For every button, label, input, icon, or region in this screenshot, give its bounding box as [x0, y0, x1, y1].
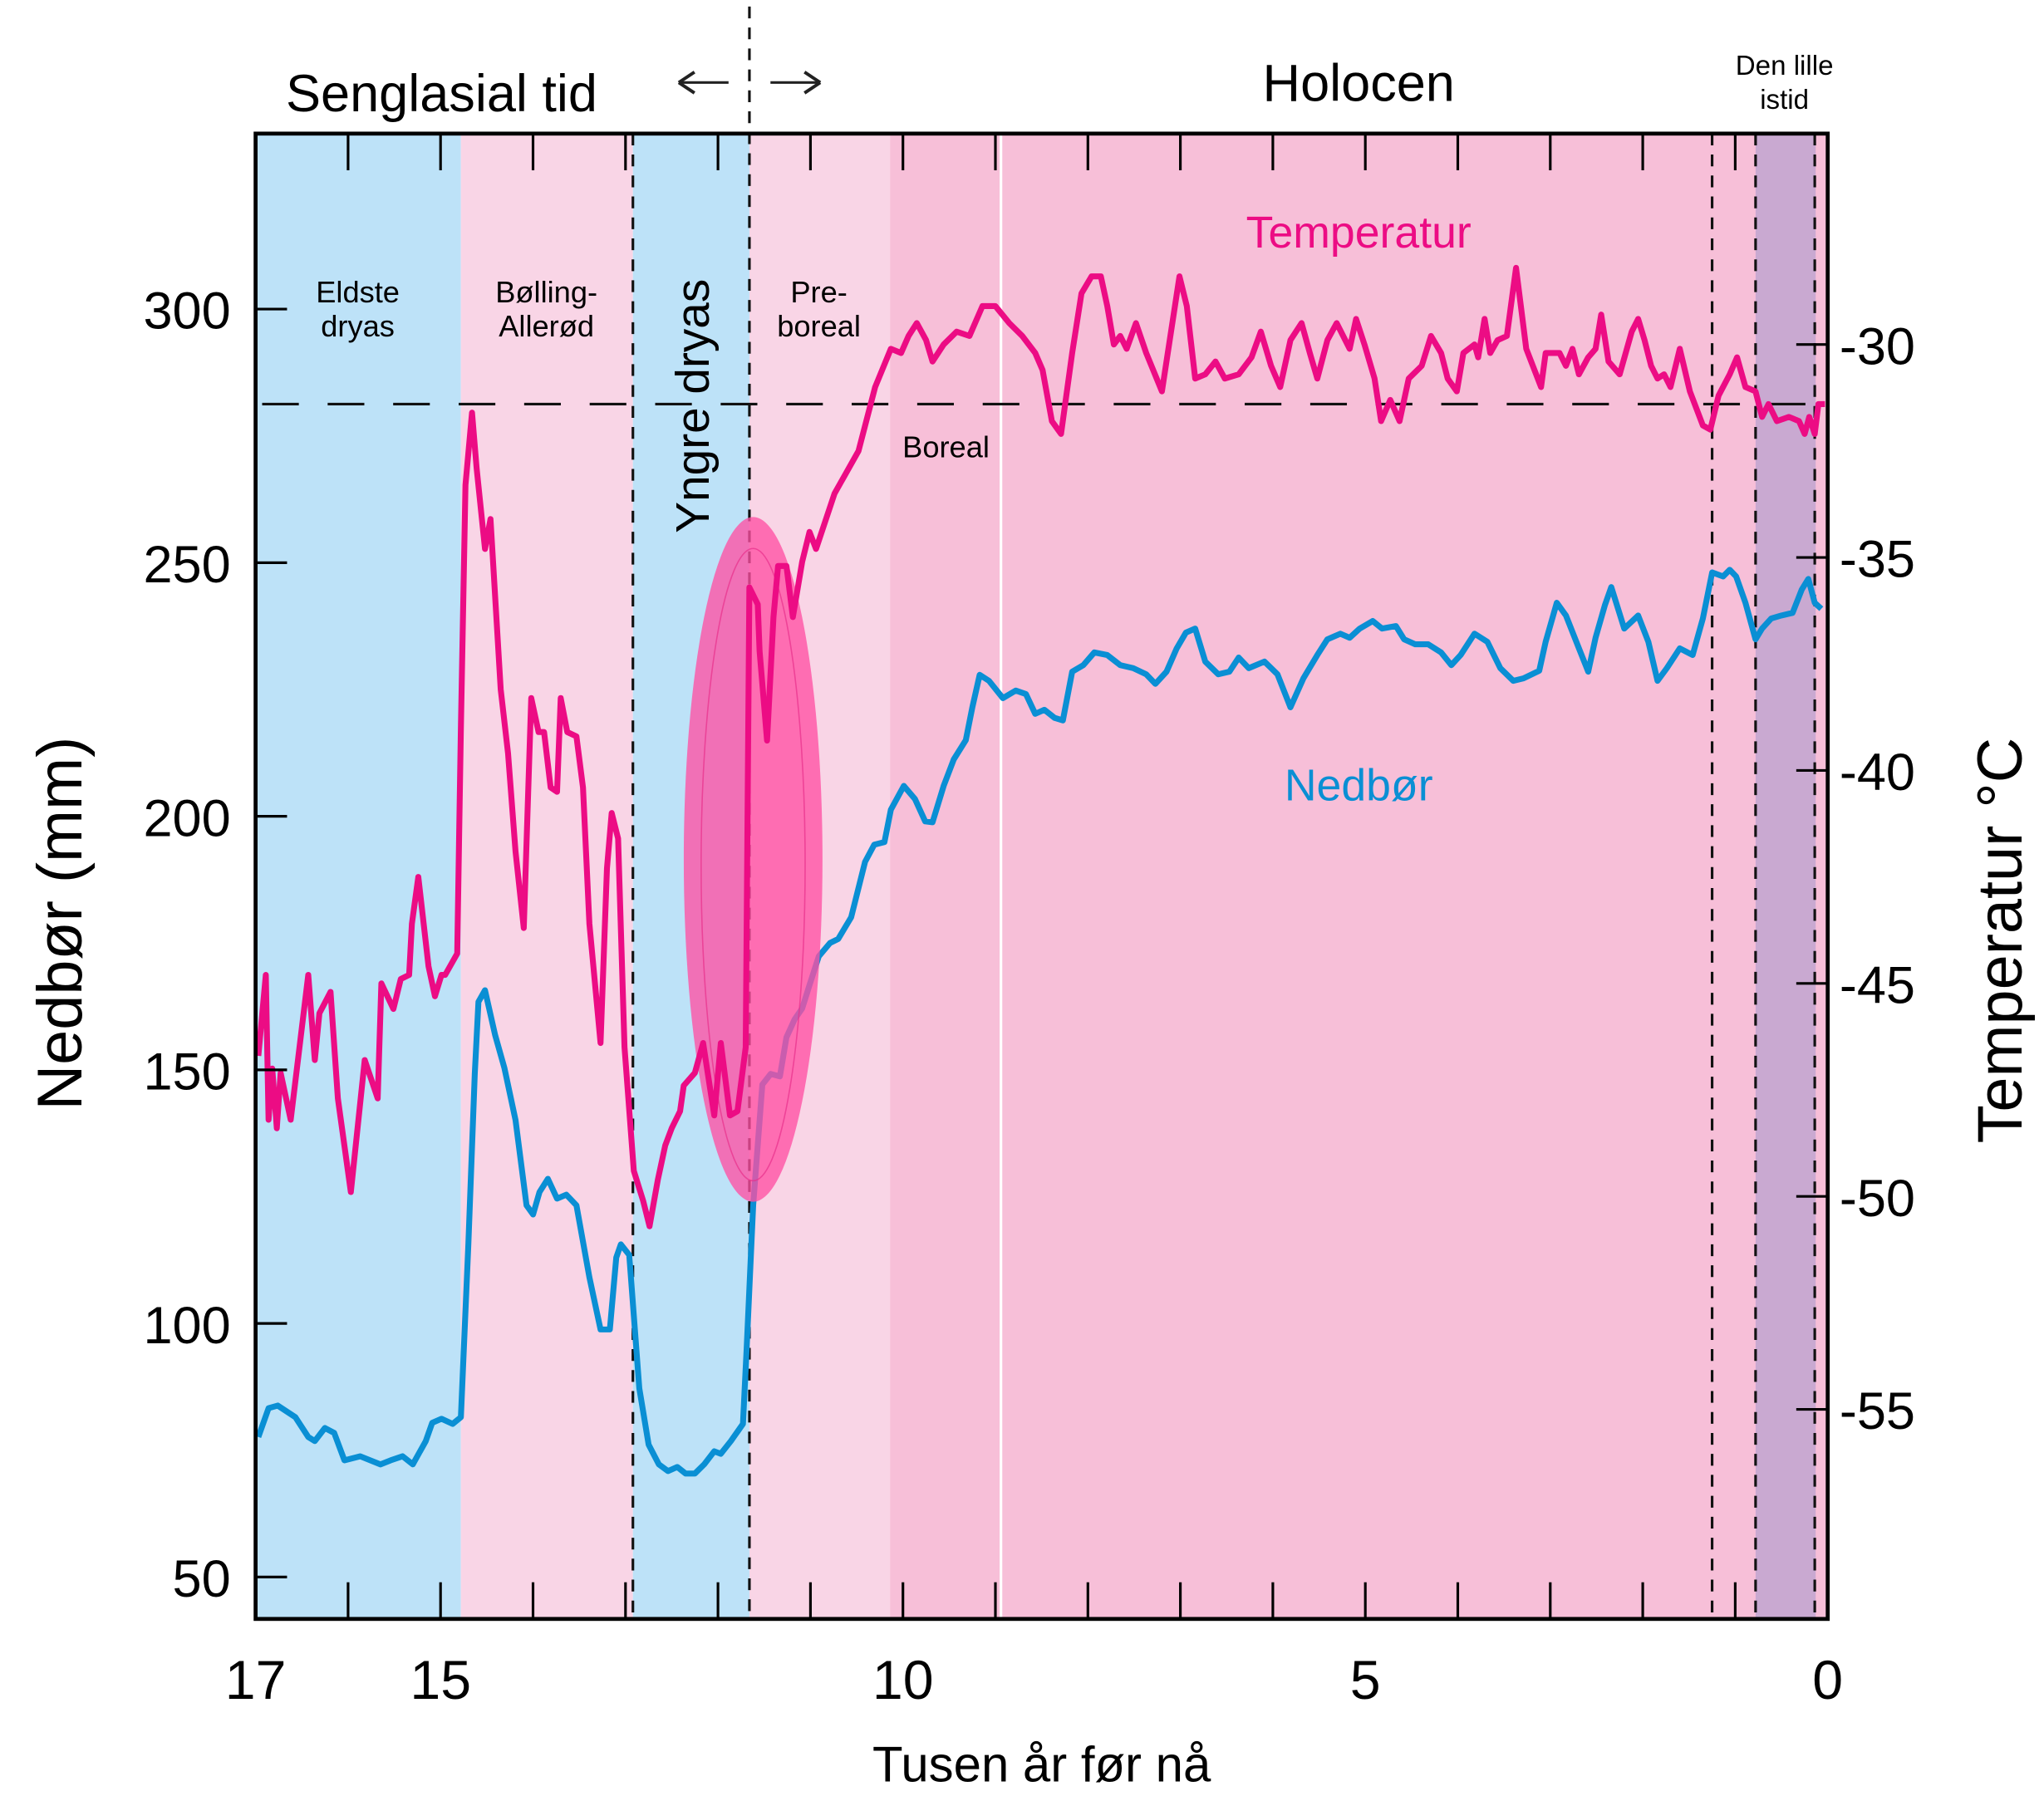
zone-band: [1755, 133, 1816, 1619]
y-tick-label-left: 300: [143, 282, 230, 341]
zone-band: [890, 133, 1828, 1619]
axis-ticks: 17 15 10 5 050100150200250300-30-35-40-45-50…: [143, 133, 1915, 1711]
period-label-holocen: Holocen: [1263, 54, 1455, 112]
series-line-right: [255, 264, 1825, 1229]
x-tick-label: 10: [872, 1650, 934, 1711]
y-tick-label-right: -50: [1840, 1170, 1915, 1228]
period-label-senglasial: Senglasial tid: [286, 65, 597, 123]
zone-bands: [255, 133, 1828, 1619]
x-tick-label: 0: [1812, 1650, 1843, 1711]
y-tick-label-right: -55: [1840, 1382, 1915, 1440]
y-axis-title-right: Temperatur °C: [1965, 738, 2036, 1144]
arrow-left-icon: [677, 71, 729, 95]
zone-label-eldste-dryas-2: dryas: [321, 309, 395, 343]
x-axis-title: Tusen år før nå: [872, 1736, 1211, 1792]
highlight-ellipse-group: [683, 517, 823, 1202]
plot-frame: [253, 131, 1830, 1622]
period-label-lia-line1: Den lille: [1736, 51, 1834, 81]
precipitation-series: [255, 567, 1824, 1477]
zone-label-bolling-2: Allerød: [499, 309, 594, 343]
highlight-ellipse: [683, 517, 823, 1202]
y-tick-label-left: 50: [173, 1550, 231, 1608]
highlight-ellipse-inner: [700, 547, 806, 1182]
series-label-nedbor: Nedbør: [1285, 760, 1433, 810]
zone-label-preboreal-2: boreal: [777, 309, 861, 343]
period-label-lia-line2: istid: [1760, 85, 1809, 115]
zone-band: [255, 133, 461, 1619]
zone-label-eldste-dryas-1: Eldste: [316, 275, 400, 309]
x-tick-label: 15: [410, 1650, 471, 1711]
y-axis-title-left: Nedbør (mm): [25, 737, 96, 1111]
series-line-left: [255, 567, 1824, 1477]
zone-label-yngre-dryas: Yngre dryas: [667, 279, 720, 533]
y-tick-label-left: 200: [143, 789, 230, 847]
y-tick-label-left: 150: [143, 1043, 230, 1102]
x-tick-label: 17: [225, 1650, 287, 1711]
y-tick-label-left: 100: [143, 1297, 230, 1355]
zone-label-preboreal-1: Pre-: [790, 275, 847, 309]
arrow-right-icon: [770, 71, 822, 95]
x-tick-label: 5: [1350, 1650, 1381, 1711]
y-tick-label-right: -40: [1840, 743, 1915, 802]
temperature-series: [255, 264, 1825, 1229]
y-tick-label-right: -30: [1840, 317, 1915, 375]
y-tick-label-right: -45: [1840, 956, 1915, 1014]
zone-label-bolling-1: Bølling-: [495, 275, 597, 309]
zone-label-boreal: Boreal: [902, 429, 990, 464]
series-label-temperatur: Temperatur: [1246, 208, 1472, 258]
y-tick-label-right: -35: [1840, 531, 1915, 589]
y-tick-label-left: 250: [143, 536, 230, 594]
